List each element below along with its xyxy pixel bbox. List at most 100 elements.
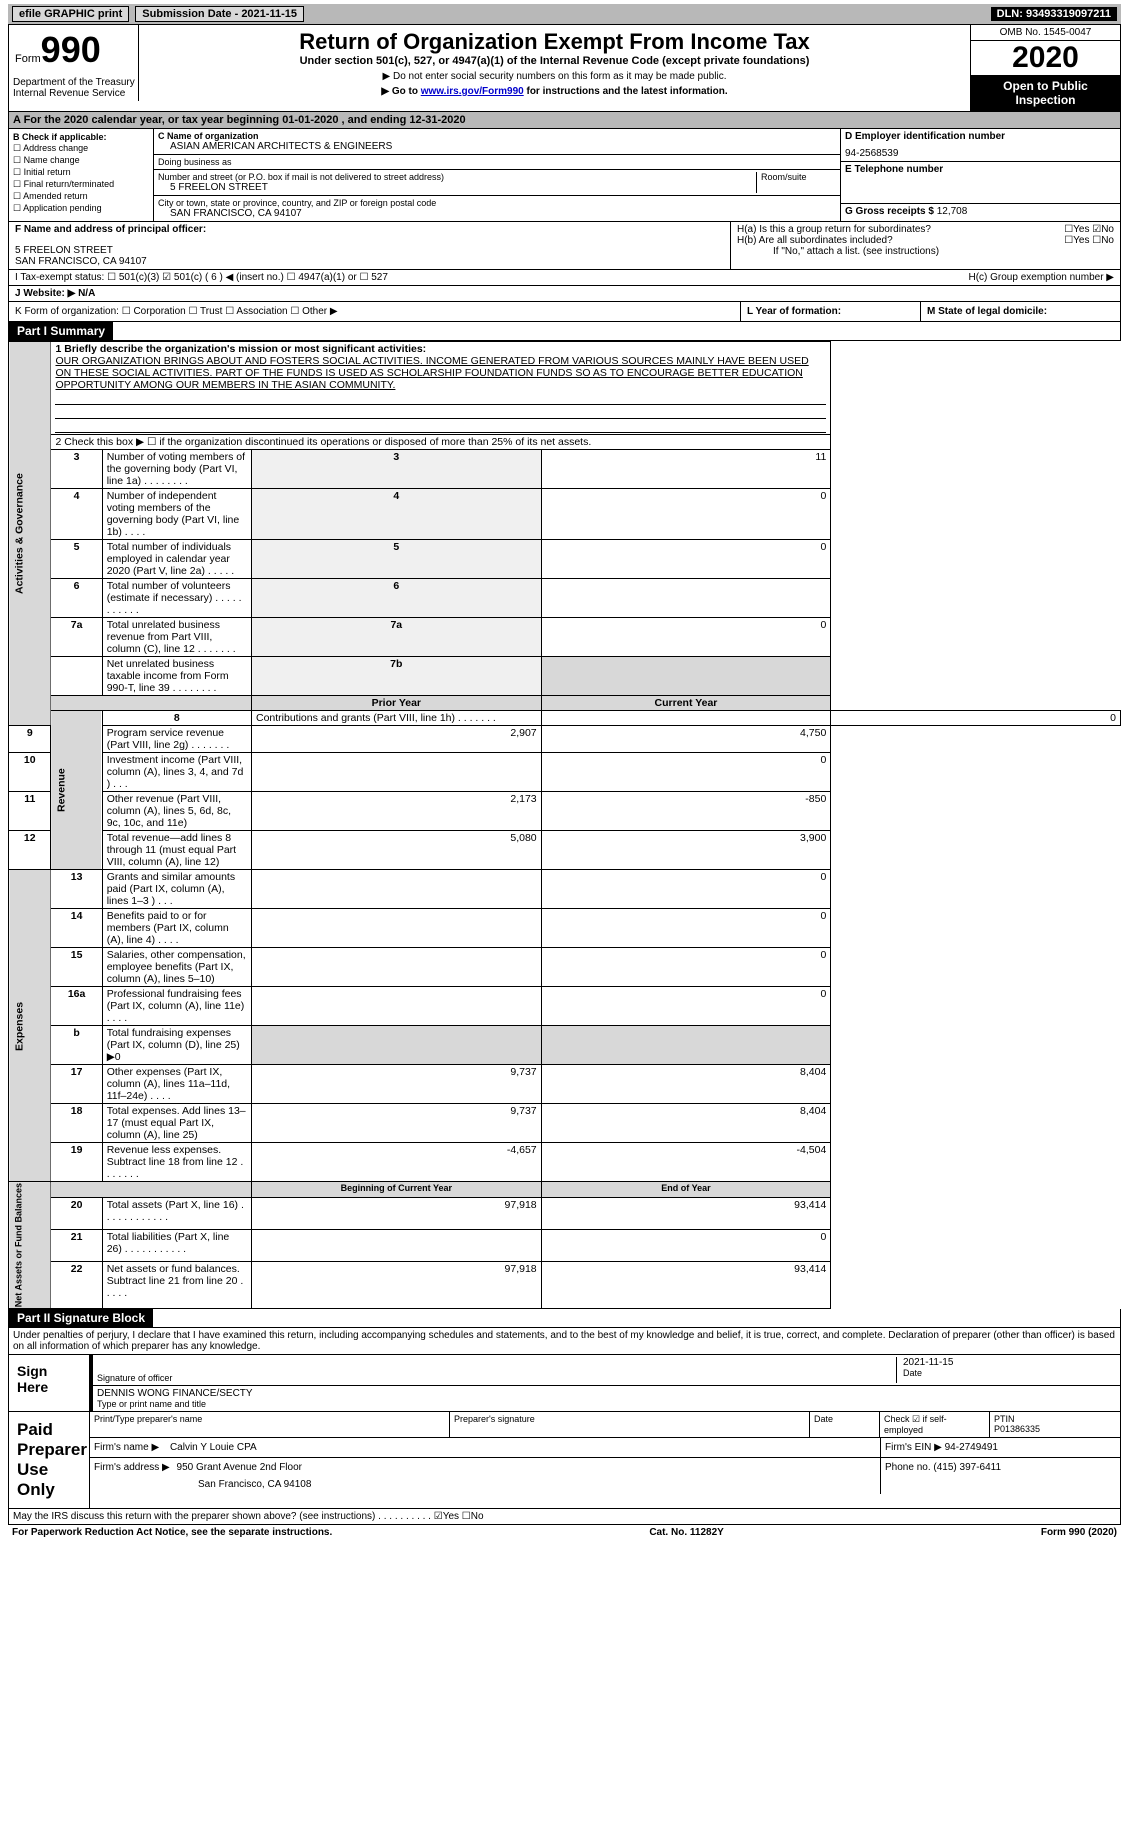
paid-hdr: Paid Preparer Use Only — [9, 1412, 89, 1508]
city-state-zip: SAN FRANCISCO, CA 94107 — [158, 208, 836, 219]
footer-right: Form 990 (2020) — [1041, 1527, 1117, 1538]
na-row: 20Total assets (Part X, line 16) . . . .… — [9, 1197, 1121, 1229]
gov-row: 4Number of independent voting members of… — [9, 489, 1121, 540]
phone-val: (415) 397-6411 — [933, 1462, 1001, 1473]
gov-row: 6Total number of volunteers (estimate if… — [9, 579, 1121, 618]
phone-lbl: Phone no. — [885, 1462, 931, 1473]
gross-value: 12,708 — [937, 206, 968, 217]
street-address: 5 FREELON STREET — [158, 182, 756, 193]
sig-date: 2021-11-15 — [903, 1357, 1116, 1368]
check-amended[interactable]: ☐ Amended return — [13, 191, 149, 202]
gov-row: 3Number of voting members of the governi… — [9, 450, 1121, 489]
ein-value: 94-2568539 — [845, 148, 1116, 159]
box-b: B Check if applicable: ☐ Address change … — [9, 129, 154, 221]
website-row: J Website: ▶ N/A — [9, 286, 1120, 301]
firm-name-lbl: Firm's name ▶ — [94, 1442, 159, 1453]
firm-ein-lbl: Firm's EIN ▶ — [885, 1442, 942, 1453]
tax-exempt[interactable]: I Tax-exempt status: ☐ 501(c)(3) ☑ 501(c… — [15, 272, 388, 283]
info-block: B Check if applicable: ☐ Address change … — [8, 129, 1121, 222]
box-b-title: B Check if applicable: — [13, 132, 149, 142]
name-label: C Name of organization — [158, 131, 836, 141]
prep-date-lbl: Date — [810, 1412, 880, 1437]
current-hdr: Current Year — [541, 696, 831, 711]
firm-addr2: San Francisco, CA 94108 — [198, 1479, 876, 1490]
gov-row: 7aTotal unrelated business revenue from … — [9, 618, 1121, 657]
dept: Department of the Treasury Internal Reve… — [9, 75, 139, 101]
main-title: Return of Organization Exempt From Incom… — [147, 29, 962, 55]
dba-label: Doing business as — [158, 157, 836, 167]
summary-table: Activities & Governance 1 Briefly descri… — [8, 341, 1121, 1309]
page-footer: For Paperwork Reduction Act Notice, see … — [8, 1525, 1121, 1540]
row-l: L Year of formation: — [740, 302, 920, 321]
gov-row: Net unrelated business taxable income fr… — [9, 657, 1121, 696]
declaration: Under penalties of perjury, I declare th… — [8, 1328, 1121, 1355]
officer-addr1: 5 FREELON STREET — [15, 245, 724, 256]
gov-row: 5Total number of individuals employed in… — [9, 540, 1121, 579]
rev-row: 10Investment income (Part VIII, column (… — [9, 753, 1121, 792]
name-label: Type or print name and title — [97, 1399, 253, 1409]
na-row: 22Net assets or fund balances. Subtract … — [9, 1262, 1121, 1309]
vert-rev: Revenue — [51, 711, 102, 870]
check-name[interactable]: ☐ Name change — [13, 155, 149, 166]
line1-label: 1 Briefly describe the organization's mi… — [55, 343, 826, 355]
officer-name: DENNIS WONG FINANCE/SECTY — [97, 1388, 253, 1399]
rev-row: 11Other revenue (Part VIII, column (A), … — [9, 792, 1121, 831]
exp-row: 14Benefits paid to or for members (Part … — [9, 909, 1121, 948]
exp-row: 19Revenue less expenses. Subtract line 1… — [9, 1143, 1121, 1182]
exp-row: bTotal fundraising expenses (Part IX, co… — [9, 1026, 1121, 1065]
firm-ein: 94-2749491 — [945, 1442, 998, 1453]
exp-row: 16aProfessional fundraising fees (Part I… — [9, 987, 1121, 1026]
form-number: 990 — [41, 29, 101, 70]
end-hdr: End of Year — [541, 1182, 831, 1198]
hb-yn[interactable]: ☐Yes ☐No — [1064, 235, 1114, 246]
phone-label: E Telephone number — [845, 164, 1116, 175]
addr-label: Number and street (or P.O. box if mail i… — [158, 172, 756, 182]
na-row: 21Total liabilities (Part X, line 26) . … — [9, 1229, 1121, 1261]
firm-name: Calvin Y Louie CPA — [170, 1442, 257, 1453]
check-addr[interactable]: ☐ Address change — [13, 143, 149, 154]
city-label: City or town, state or province, country… — [158, 198, 836, 208]
prep-check[interactable]: Check ☑ if self-employed — [880, 1412, 990, 1437]
sub3-pre: ▶ Go to — [381, 86, 420, 97]
line2[interactable]: 2 Check this box ▶ ☐ if the organization… — [51, 435, 831, 450]
sign-block: Sign Here Signature of officer 2021-11-1… — [8, 1355, 1121, 1412]
check-final[interactable]: ☐ Final return/terminated — [13, 179, 149, 190]
hb-label: H(b) Are all subordinates included? — [737, 235, 1064, 246]
irs-link[interactable]: www.irs.gov/Form990 — [421, 86, 524, 97]
open-to-public: Open to Public Inspection — [971, 75, 1120, 111]
vert-na: Net Assets or Fund Balances — [9, 1182, 51, 1309]
tax-year: 2020 — [971, 41, 1120, 75]
mission-text: OUR ORGANIZATION BRINGS ABOUT AND FOSTER… — [55, 355, 826, 391]
prep-name-lbl: Print/Type preparer's name — [90, 1412, 450, 1437]
ptin-val: P01386335 — [994, 1424, 1116, 1434]
exp-row: 15Salaries, other compensation, employee… — [9, 948, 1121, 987]
room-label: Room/suite — [756, 172, 836, 193]
check-pending[interactable]: ☐ Application pending — [13, 203, 149, 214]
sig-officer-label: Signature of officer — [97, 1373, 896, 1383]
hc-label: H(c) Group exemption number ▶ — [948, 272, 1114, 283]
row-m: M State of legal domicile: — [920, 302, 1120, 321]
submission-date: Submission Date - 2021-11-15 — [135, 6, 304, 22]
sub3-post: for instructions and the latest informat… — [524, 86, 728, 97]
officer-label: F Name and address of principal officer: — [15, 224, 724, 235]
officer-addr2: SAN FRANCISCO, CA 94107 — [15, 256, 724, 267]
rev-row: 9Program service revenue (Part VIII, lin… — [9, 726, 1121, 753]
part1-header: Part I Summary — [9, 322, 113, 340]
tax-year-row: A For the 2020 calendar year, or tax yea… — [8, 112, 1121, 129]
rev-row: 12Total revenue—add lines 8 through 11 (… — [9, 831, 1121, 870]
discuss-row[interactable]: May the IRS discuss this return with the… — [8, 1509, 1121, 1525]
footer-mid: Cat. No. 11282Y — [649, 1527, 723, 1538]
ein-label: D Employer identification number — [845, 131, 1116, 142]
check-initial[interactable]: ☐ Initial return — [13, 167, 149, 178]
row-k[interactable]: K Form of organization: ☐ Corporation ☐ … — [9, 302, 740, 321]
beg-hdr: Beginning of Current Year — [251, 1182, 541, 1198]
box-c: C Name of organization ASIAN AMERICAN AR… — [154, 129, 840, 221]
efile-btn[interactable]: efile GRAPHIC print — [12, 6, 129, 22]
ha-yn[interactable]: ☐Yes ☑No — [1064, 224, 1114, 235]
org-name: ASIAN AMERICAN ARCHITECTS & ENGINEERS — [158, 141, 836, 152]
paid-preparer-block: Paid Preparer Use Only Print/Type prepar… — [8, 1412, 1121, 1509]
firm-addr1: 950 Grant Avenue 2nd Floor — [177, 1462, 302, 1473]
sign-here: Sign Here — [9, 1355, 89, 1411]
omb-number: OMB No. 1545-0047 — [971, 25, 1120, 41]
right-info: D Employer identification number 94-2568… — [840, 129, 1120, 221]
